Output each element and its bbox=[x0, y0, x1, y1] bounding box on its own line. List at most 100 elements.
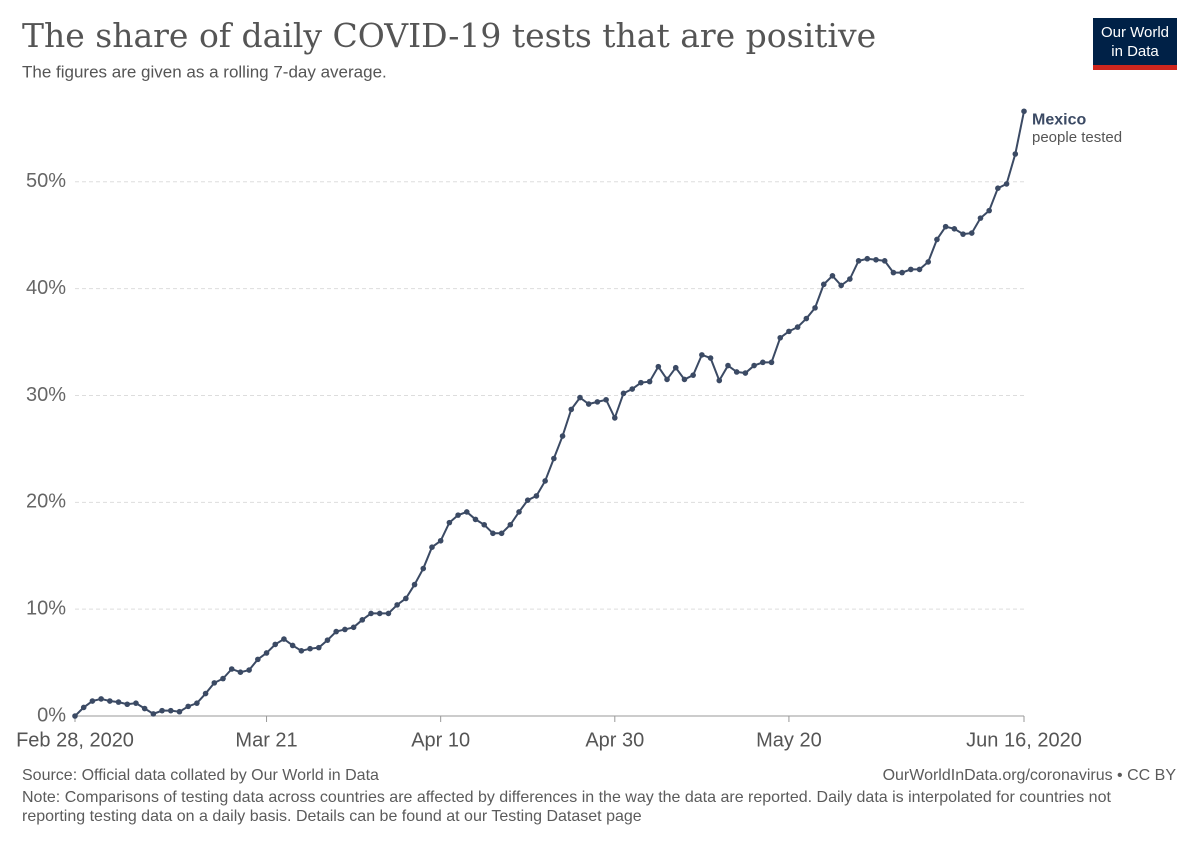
data-point bbox=[289, 642, 296, 649]
data-point bbox=[542, 478, 548, 484]
data-point bbox=[150, 711, 157, 717]
data-point bbox=[333, 628, 339, 635]
x-tick-label: May 20 bbox=[756, 729, 822, 751]
data-point bbox=[176, 708, 183, 715]
data-point bbox=[951, 226, 958, 232]
data-point bbox=[986, 207, 992, 214]
data-point bbox=[881, 258, 888, 264]
data-point bbox=[237, 669, 244, 675]
data-point bbox=[350, 624, 357, 631]
data-point bbox=[786, 328, 792, 335]
y-tick-label: 30% bbox=[26, 384, 66, 406]
data-point bbox=[768, 359, 775, 366]
data-point bbox=[167, 707, 174, 714]
data-point bbox=[115, 699, 122, 705]
x-tick-label: Jun 16, 2020 bbox=[966, 729, 1082, 751]
data-point bbox=[481, 521, 488, 528]
data-point bbox=[133, 700, 139, 706]
data-point bbox=[690, 372, 696, 378]
data-point bbox=[359, 617, 366, 623]
logo-text: Our World bbox=[1101, 24, 1169, 41]
y-tick-label: 50% bbox=[26, 170, 66, 192]
data-point bbox=[72, 713, 78, 719]
data-point bbox=[577, 394, 583, 401]
data-point bbox=[551, 455, 557, 462]
data-point bbox=[829, 273, 836, 279]
data-point bbox=[820, 281, 827, 288]
data-point bbox=[603, 396, 609, 403]
data-point bbox=[995, 185, 1001, 191]
data-point bbox=[255, 656, 261, 663]
data-point bbox=[446, 519, 453, 526]
data-point bbox=[185, 703, 191, 710]
data-point bbox=[864, 255, 871, 262]
data-point bbox=[916, 266, 923, 273]
data-point bbox=[307, 645, 313, 652]
y-tick-label: 10% bbox=[26, 597, 66, 619]
data-point bbox=[272, 641, 279, 648]
data-point bbox=[385, 610, 392, 617]
y-tick-label: 40% bbox=[26, 277, 66, 299]
data-point bbox=[672, 364, 679, 371]
data-point bbox=[803, 315, 810, 322]
data-point bbox=[899, 269, 905, 276]
data-point bbox=[707, 355, 714, 361]
data-point bbox=[124, 701, 131, 708]
data-point bbox=[228, 666, 235, 672]
data-point bbox=[794, 324, 801, 330]
data-point bbox=[98, 696, 104, 702]
chart-title: The share of daily COVID-19 tests that a… bbox=[22, 16, 876, 55]
series-label: Mexico bbox=[1032, 111, 1086, 128]
data-point bbox=[507, 521, 514, 528]
data-point bbox=[908, 266, 914, 273]
data-point bbox=[420, 565, 427, 572]
data-point bbox=[925, 259, 932, 265]
data-point bbox=[472, 516, 479, 523]
data-point bbox=[838, 282, 844, 289]
data-point bbox=[376, 610, 383, 617]
data-point bbox=[629, 386, 636, 392]
data-point bbox=[742, 370, 749, 376]
data-point bbox=[220, 675, 226, 682]
data-point bbox=[733, 369, 740, 375]
data-point bbox=[646, 378, 653, 385]
x-tick-label: Feb 28, 2020 bbox=[16, 729, 134, 751]
series-annotation: people tested bbox=[1032, 129, 1122, 146]
x-tick-label: Apr 10 bbox=[411, 729, 470, 751]
data-point bbox=[681, 376, 688, 383]
data-point bbox=[1003, 181, 1010, 187]
chart-subtitle: The figures are given as a rolling 7-day… bbox=[22, 62, 387, 81]
data-point bbox=[777, 334, 784, 341]
data-point bbox=[202, 690, 209, 697]
x-tick-label: Mar 21 bbox=[235, 729, 297, 751]
data-point bbox=[873, 256, 879, 263]
data-point bbox=[246, 667, 252, 673]
data-point bbox=[568, 406, 575, 413]
url: OurWorldInData.org/coronavirus • CC BY bbox=[882, 767, 1176, 784]
data-point bbox=[559, 433, 566, 439]
data-point bbox=[159, 707, 165, 714]
data-point bbox=[934, 236, 940, 243]
data-point bbox=[411, 581, 418, 588]
data-point bbox=[699, 352, 705, 358]
data-point bbox=[977, 215, 984, 221]
data-point bbox=[315, 644, 322, 651]
data-point bbox=[281, 636, 287, 642]
data-point bbox=[342, 626, 348, 633]
data-point bbox=[194, 700, 200, 706]
note: Note: Comparisons of testing data across… bbox=[22, 789, 1111, 825]
data-point bbox=[1012, 151, 1019, 157]
data-point bbox=[664, 376, 670, 383]
data-point bbox=[620, 390, 627, 397]
data-point bbox=[890, 269, 897, 276]
data-point bbox=[403, 595, 409, 602]
data-point bbox=[716, 377, 723, 384]
data-point bbox=[812, 305, 818, 311]
x-tick-label: Apr 30 bbox=[585, 729, 644, 751]
data-point bbox=[942, 223, 949, 230]
data-point bbox=[263, 650, 270, 656]
data-point bbox=[585, 401, 592, 407]
data-point bbox=[847, 276, 853, 282]
data-point bbox=[594, 399, 601, 405]
